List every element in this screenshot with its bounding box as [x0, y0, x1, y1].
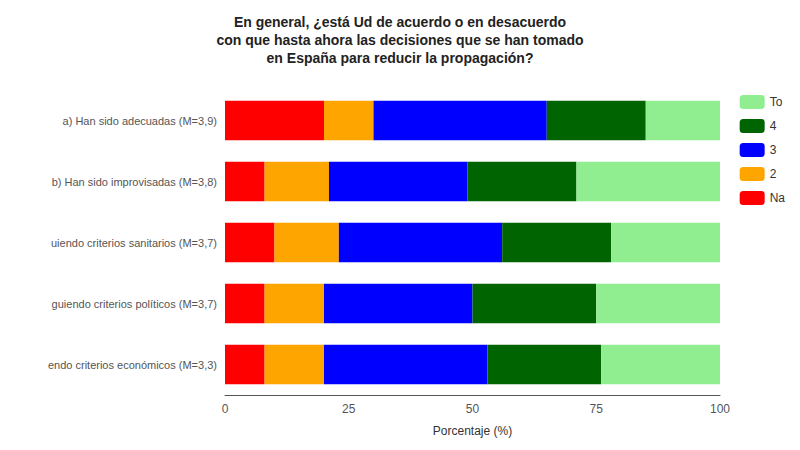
svg-text:75: 75 — [590, 402, 604, 416]
svg-text:Porcentaje (%): Porcentaje (%) — [433, 424, 512, 438]
svg-text:a) Han sido adecuadas (M=3,9): a) Han sido adecuadas (M=3,9) — [63, 115, 217, 127]
svg-text:en España para reducir la prop: en España para reducir la propagación? — [267, 50, 534, 66]
svg-text:2: 2 — [770, 167, 777, 181]
svg-text:b) Han sido improvisadas (M=3,: b) Han sido improvisadas (M=3,8) — [52, 176, 217, 188]
svg-text:25: 25 — [342, 402, 356, 416]
svg-text:50: 50 — [466, 402, 480, 416]
svg-text:To: To — [770, 95, 783, 109]
svg-text:3: 3 — [770, 143, 777, 157]
svg-text:endo criterios económicos (M=3: endo criterios económicos (M=3,3) — [48, 359, 217, 371]
svg-text:Na: Na — [770, 191, 786, 205]
svg-text:con que hasta ahora las decisi: con que hasta ahora las decisiones que s… — [216, 32, 583, 48]
svg-text:0: 0 — [222, 402, 229, 416]
svg-text:En general, ¿está Ud de acuerd: En general, ¿está Ud de acuerdo o en des… — [234, 14, 566, 30]
svg-text:4: 4 — [770, 119, 777, 133]
svg-text:100: 100 — [710, 402, 730, 416]
svg-text:guiendo criterios políticos (M: guiendo criterios políticos (M=3,7) — [52, 298, 217, 310]
svg-text:uiendo criterios sanitarios (M: uiendo criterios sanitarios (M=3,7) — [51, 237, 217, 249]
